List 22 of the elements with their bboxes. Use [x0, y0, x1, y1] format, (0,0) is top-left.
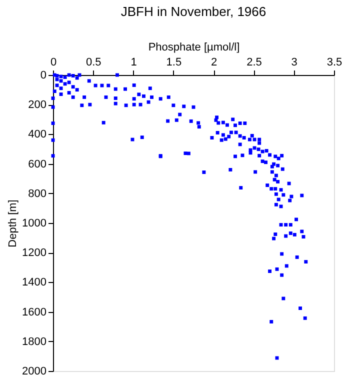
x-tick-label: 0	[50, 56, 57, 68]
x-tick-label: 0.5	[86, 56, 102, 68]
x-tick-label: 1	[130, 56, 137, 68]
y-tick-label: 400	[28, 128, 46, 141]
y-tick-label: 1000	[22, 218, 46, 230]
y-axis-title: Depth [m]	[7, 200, 20, 248]
y-tick-label: 2000	[22, 366, 46, 378]
x-tick-label: 1.5	[166, 56, 182, 68]
y-tick-label: 600	[28, 158, 46, 170]
y-tick-label: 1800	[22, 336, 46, 348]
y-tick-label: 1600	[22, 306, 46, 318]
x-axis-title: Phosphate [µmol/l]	[148, 42, 240, 54]
x-tick-label: 3	[291, 56, 298, 68]
x-tick-label: 3.5	[326, 56, 342, 68]
chart-title: JBFH in November, 1966	[120, 4, 266, 19]
y-tick-label: 200	[28, 99, 46, 112]
x-tick-label: 2	[211, 56, 218, 68]
y-tick-label: 1400	[22, 276, 46, 289]
y-tick-label: 800	[28, 188, 46, 200]
y-tick-label: 0	[40, 70, 46, 82]
y-tick-label: 1200	[22, 247, 46, 260]
x-tick-label: 2.5	[246, 56, 262, 68]
